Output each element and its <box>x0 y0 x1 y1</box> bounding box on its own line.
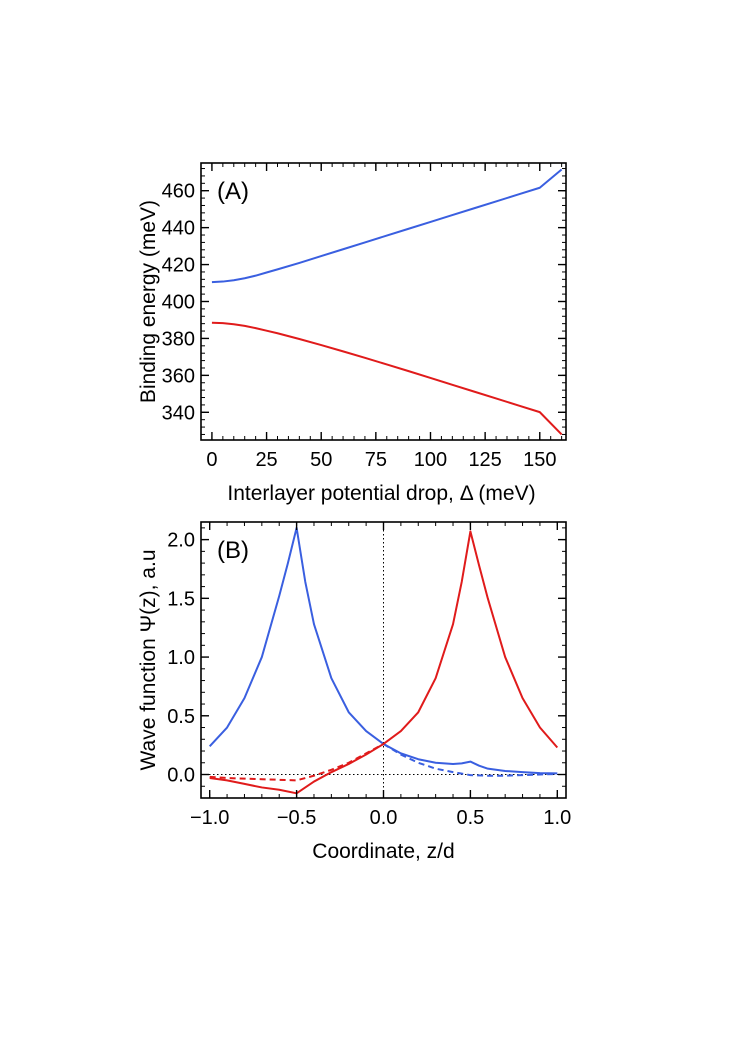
x-tick-label: 0.5 <box>456 807 484 829</box>
x-tick-label: 0 <box>206 449 217 471</box>
y-tick-label: 360 <box>162 365 195 387</box>
y-axis-title: Binding energy (meV) <box>137 200 160 403</box>
panel-b-wave-function-chart: −1.0 −0.5 0.0 0.5 1.0 0.0 0.5 1.0 1.5 2.0 (B) Coord… <box>137 521 571 863</box>
x-tick-label: 50 <box>310 449 332 471</box>
panel-label: (A) <box>217 178 249 205</box>
x-tick-label: 1.0 <box>543 807 571 829</box>
panel-a-binding-energy-chart: 0 25 50 75 100 125 150 340 360 380 400 420 440 460 (A)… <box>137 162 567 505</box>
x-tick-label: −0.5 <box>277 807 316 829</box>
y-axis-title: Wave function Ψ(z), a.u <box>137 549 160 770</box>
x-axis-title: Interlayer potential drop, Δ (meV) <box>227 482 535 505</box>
y-tick-label: 1.0 <box>167 647 195 669</box>
y-tick-label: 420 <box>162 255 195 277</box>
x-tick-label: 100 <box>414 449 447 471</box>
series-line-lower-branch <box>211 321 563 436</box>
x-tick-label: 25 <box>255 449 277 471</box>
series-line-upper-branch <box>211 168 563 284</box>
y-tick-label: 400 <box>162 292 195 314</box>
y-tick-label: 2.0 <box>167 530 195 552</box>
y-tick-label: 0.0 <box>167 765 195 787</box>
series-line-red-solid <box>209 530 559 795</box>
x-tick-label: 0.0 <box>370 807 398 829</box>
panel-label: (B) <box>217 537 249 564</box>
x-tick-label: 75 <box>365 449 387 471</box>
x-tick-label: 150 <box>523 449 556 471</box>
y-tick-label: 380 <box>162 328 195 350</box>
y-tick-label: 440 <box>162 218 195 240</box>
x-tick-label: −1.0 <box>190 807 229 829</box>
y-tick-label: 1.5 <box>167 588 195 610</box>
x-axis-title: Coordinate, z/d <box>312 840 454 863</box>
y-tick-label: 460 <box>162 181 195 203</box>
y-tick-label: 340 <box>162 402 195 424</box>
x-tick-label: 125 <box>468 449 501 471</box>
y-tick-label: 0.5 <box>167 706 195 728</box>
series-line-blue-dashed <box>382 743 558 777</box>
plot-frame <box>200 162 567 441</box>
